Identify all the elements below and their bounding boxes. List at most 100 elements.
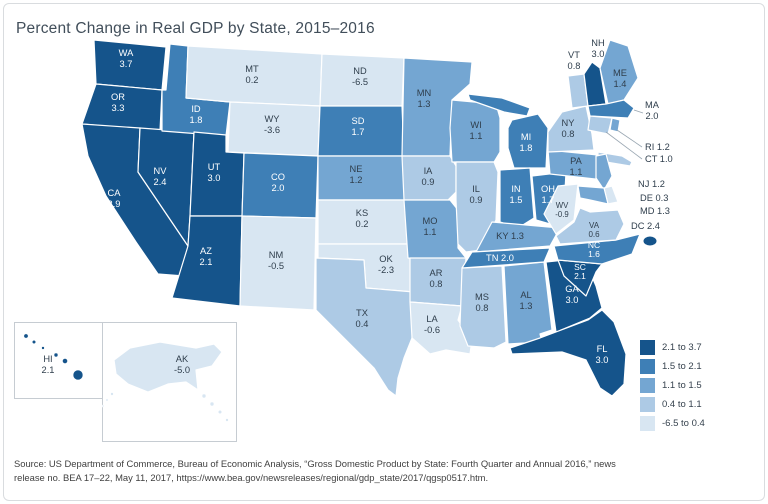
state-label-ky: KY 1.3 [496,231,524,241]
source-line-2: release no. BEA 17–22, May 11, 2017, htt… [14,472,489,484]
state-label-mo: MO [423,216,438,226]
state-tx [315,257,415,397]
state-label-wa: WA [119,48,134,58]
state-label-wi: WI [470,120,481,130]
state-label-ak-value: -5.0 [174,365,190,375]
state-ak-island [110,392,114,396]
state-hi-island [23,333,29,339]
state-label-oh-value: 1.7 [542,195,555,205]
state-in [499,167,535,229]
state-ne [317,155,411,201]
state-label-al-value: 1.3 [520,301,533,311]
state-label-wy: WY [265,114,280,124]
state-label-ok: OK [379,254,393,264]
state-wv [543,183,579,235]
state-nm [239,215,317,311]
state-label-nv-value: 2.4 [154,177,167,187]
state-label-mt-value: 0.2 [246,75,259,85]
state-label-mn-value: 1.3 [418,99,431,109]
state-label-ar: AR [430,268,443,278]
legend-swatch [640,416,655,431]
state-label-in-value: 1.5 [510,195,523,205]
state-label-dc: DC 2.4 [631,221,660,231]
state-label-sd-value: 1.7 [352,127,365,137]
state-label-hi-value: 2.1 [42,365,55,375]
state-label-ne-value: 1.2 [350,175,363,185]
state-label-az-value: 2.1 [200,257,213,267]
state-ak-island [209,401,215,407]
state-label-va: VA [589,221,600,230]
chart-title: Percent Change in Real GDP by State, 201… [16,20,375,38]
legend-entry-2: 1.1 to 1.5 [640,376,705,395]
state-label-hi: HI [43,354,52,364]
state-ak-island [101,404,105,408]
state-label-nd: ND [353,66,367,76]
state-label-ne: NE [350,164,363,174]
state-label-sc: SC [574,262,586,272]
state-label-nd-value: -6.5 [352,77,368,87]
state-label-mi: MI [521,132,531,142]
state-ky [475,221,561,253]
state-md [577,185,609,205]
legend-label: -6.5 to 0.4 [662,418,705,429]
state-label-ca: CA [108,188,122,198]
state-label-ny-value: 0.8 [562,129,575,139]
state-label-wv: WV [556,201,569,210]
state-label-ms-value: 0.8 [476,303,489,313]
state-label-vt: VT [568,50,580,60]
state-label-nj: NJ 1.2 [638,179,665,189]
state-label-co: CO [271,172,285,182]
state-hi-island [41,346,45,350]
legend-swatch [640,340,655,355]
state-label-me: ME [613,68,627,78]
state-label-ri: RI 1.2 [645,142,670,152]
state-label-fl-value: 3.0 [596,355,609,365]
state-fl [509,309,627,397]
state-hi-island [62,358,68,364]
state-hi-island [31,339,37,345]
state-label-oh: OH [541,184,555,194]
state-label-mn: MN [417,88,431,98]
state-nj [595,153,613,191]
legend-entry-3: 0.4 to 1.1 [640,395,705,414]
state-label-id-value: 1.8 [190,115,203,125]
legend: 2.1 to 3.7 1.5 to 2.1 1.1 to 1.5 0.4 to 1.1… [640,338,705,433]
state-ri [609,117,621,133]
state-label-mt: MT [245,64,259,74]
state-az [171,215,243,307]
state-ms [459,265,507,349]
state-label-az: AZ [200,246,212,256]
state-label-ks-value: 0.2 [356,219,369,229]
state-ak-island [217,409,223,415]
state-ak [113,341,223,393]
state-label-or-value: 3.3 [112,103,125,113]
state-label-ga: GA [565,284,579,294]
state-label-in: IN [511,184,520,194]
state-label-la: LA [426,314,438,324]
state-label-wa-value: 3.7 [120,59,133,69]
state-label-fl: FL [597,344,608,354]
state-label-nv: NV [154,166,168,176]
legend-swatch [640,378,655,393]
state-label-ms: MS [475,292,489,302]
state-label-ny: NY [562,118,575,128]
state-label-co-value: 2.0 [272,183,285,193]
state-label-wi-value: 1.1 [470,131,483,141]
state-label-nc-value: 1.6 [588,249,600,259]
leader-line-ct [605,131,643,160]
state-label-or: OR [111,92,125,102]
legend-swatch [640,359,655,374]
state-label-ak: AK [176,354,189,364]
legend-label: 0.4 to 1.1 [662,399,702,410]
state-label-sd: SD [352,116,365,126]
legend-entry-1: 1.5 to 2.1 [640,357,705,376]
state-label-ut-value: 3.0 [208,173,221,183]
state-tn [461,247,551,269]
state-label-va-value: 0.6 [588,230,600,239]
state-label-nm: NM [269,250,283,260]
state-label-nc: NC [588,240,600,250]
state-ak-island [225,418,229,422]
state-label-ia: IA [424,166,434,176]
state-hi-island [72,369,84,381]
state-label-la-value: -0.6 [424,325,440,335]
